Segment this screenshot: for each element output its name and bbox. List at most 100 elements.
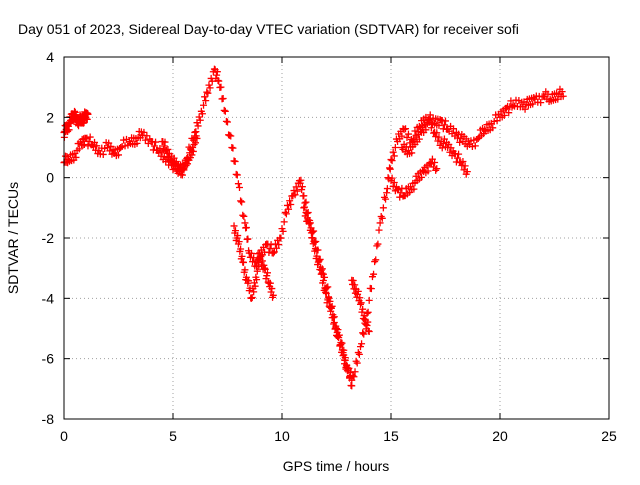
- data-point-marker: [459, 158, 467, 166]
- data-point-marker: [340, 351, 348, 359]
- data-point-marker: [537, 99, 545, 107]
- series-2: [158, 132, 201, 179]
- data-point-marker: [435, 133, 443, 141]
- data-point-marker: [431, 159, 439, 167]
- data-point-marker: [377, 213, 385, 221]
- data-point-marker: [71, 107, 79, 115]
- data-point-marker: [247, 249, 255, 257]
- data-point-marker: [453, 154, 461, 162]
- data-point-marker: [390, 178, 398, 186]
- data-point-marker: [269, 249, 277, 257]
- data-point-marker: [150, 142, 158, 150]
- data-point-marker: [201, 93, 209, 101]
- x-tick-label: 20: [492, 428, 508, 444]
- data-point-marker: [489, 124, 497, 132]
- data-point-marker: [287, 201, 295, 209]
- data-point-marker: [348, 382, 356, 390]
- data-point-marker: [245, 277, 253, 285]
- series-4: [300, 203, 356, 390]
- x-tick-label: 0: [60, 428, 68, 444]
- data-point-marker: [133, 139, 141, 147]
- data-point-marker: [326, 303, 334, 311]
- data-point-marker: [315, 256, 323, 264]
- data-point-marker: [267, 241, 275, 249]
- data-point-marker: [63, 153, 71, 160]
- data-point-marker: [214, 76, 222, 84]
- data-point-marker: [238, 198, 246, 206]
- data-point-marker: [84, 110, 92, 118]
- data-point-marker: [291, 191, 299, 199]
- data-point-marker: [433, 129, 441, 137]
- data-point-marker: [352, 357, 360, 365]
- data-point-marker: [375, 226, 383, 234]
- data-point-marker: [152, 138, 160, 146]
- data-point-marker: [449, 125, 457, 133]
- data-point-marker: [398, 132, 406, 140]
- data-point-marker: [321, 273, 329, 281]
- data-point-marker: [311, 245, 319, 253]
- data-point-marker: [365, 328, 373, 336]
- data-point-marker: [415, 135, 423, 143]
- data-point-marker: [300, 204, 308, 212]
- data-point-marker: [234, 232, 242, 240]
- data-point-marker: [241, 219, 249, 227]
- data-point-marker: [418, 173, 426, 181]
- data-point-marker: [244, 235, 252, 243]
- data-point-marker: [202, 97, 210, 105]
- data-point-marker: [350, 373, 358, 381]
- data-point-marker: [426, 115, 434, 123]
- series-6: [387, 155, 441, 201]
- y-tick-label: -2: [42, 230, 55, 246]
- data-point-marker: [286, 197, 294, 205]
- data-point-marker: [300, 192, 308, 200]
- data-point-marker: [195, 113, 203, 121]
- data-point-marker: [358, 340, 366, 348]
- data-point-marker: [325, 293, 333, 301]
- data-point-marker: [231, 158, 239, 166]
- data-point-marker: [250, 288, 258, 296]
- data-point-marker: [442, 117, 449, 125]
- data-point-marker: [198, 110, 206, 118]
- data-point-marker: [277, 234, 285, 242]
- data-point-marker: [388, 157, 396, 165]
- data-point-marker: [383, 189, 391, 197]
- data-point-marker: [257, 253, 265, 261]
- data-point-marker: [234, 180, 242, 188]
- data-point-marker: [370, 270, 378, 278]
- data-point-marker: [360, 312, 368, 320]
- data-point-marker: [391, 144, 399, 151]
- data-point-marker: [364, 318, 372, 326]
- data-point-marker: [189, 144, 197, 151]
- data-point-marker: [261, 264, 269, 272]
- data-point-marker: [408, 149, 416, 157]
- data-point-marker: [237, 245, 245, 253]
- data-point-marker: [194, 122, 202, 130]
- data-point-marker: [388, 174, 396, 182]
- data-point-marker: [359, 329, 367, 337]
- data-series: [60, 65, 567, 390]
- data-point-marker: [456, 138, 464, 146]
- data-point-marker: [387, 156, 395, 164]
- data-point-marker: [354, 349, 362, 357]
- data-point-marker: [253, 276, 261, 284]
- data-point-marker: [400, 125, 408, 133]
- data-point-marker: [200, 101, 208, 109]
- y-tick-label: 4: [46, 49, 54, 65]
- data-point-marker: [204, 89, 212, 97]
- x-tick-label: 25: [601, 428, 617, 444]
- data-point-marker: [224, 118, 231, 126]
- data-point-marker: [280, 218, 288, 226]
- series-0: [60, 65, 567, 384]
- data-point-marker: [75, 145, 83, 153]
- data-point-marker: [402, 125, 410, 133]
- data-point-marker: [193, 134, 201, 142]
- data-point-marker: [161, 138, 169, 146]
- data-point-marker: [334, 326, 342, 334]
- data-point-marker: [500, 111, 508, 119]
- data-point-marker: [306, 217, 314, 225]
- data-point-marker: [319, 277, 327, 285]
- y-tick-label: -6: [42, 351, 55, 367]
